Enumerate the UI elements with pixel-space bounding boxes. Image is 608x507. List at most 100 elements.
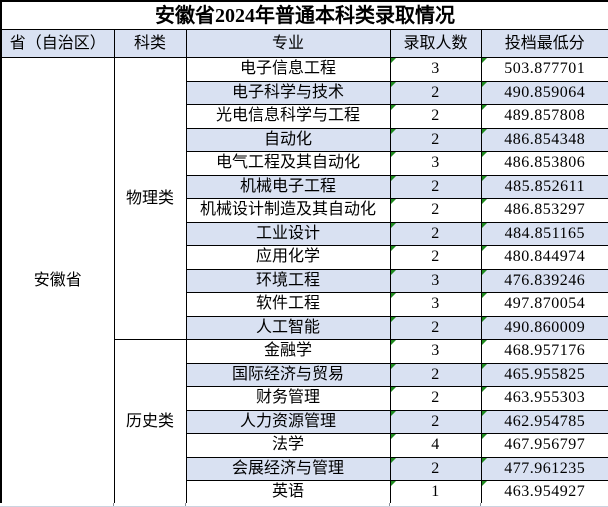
major-cell: 光电信息科学与工程 [185, 104, 391, 129]
major-cell: 人工智能 [185, 315, 391, 340]
cell-flag-triangle-icon [391, 58, 396, 63]
table-row: 会展经济与管理 2 477.961235 [1, 456, 608, 481]
count-cell: 3 [389, 292, 482, 317]
cell-flag-triangle-icon [391, 199, 396, 204]
major-cell: 电子科学与技术 [185, 80, 391, 105]
count-value: 2 [431, 83, 440, 101]
table-row: 机械电子工程 2 485.852611 [1, 174, 608, 199]
score-cell: 484.851165 [480, 221, 608, 246]
cell-flag-triangle-icon [482, 410, 487, 416]
cell-flag-triangle-icon [482, 434, 487, 439]
score-cell: 467.956797 [480, 433, 608, 458]
count-value: 2 [431, 459, 440, 477]
major-cell: 电气工程及其自动化 [185, 151, 391, 176]
count-value: 3 [431, 271, 440, 289]
category-history-cell: 历史类 [113, 339, 187, 505]
score-cell: 480.844974 [480, 245, 608, 270]
count-value: 1 [431, 483, 440, 501]
cell-flag-triangle-icon [482, 340, 487, 345]
count-value: 3 [431, 295, 440, 313]
cell-flag-triangle-icon [391, 269, 396, 275]
table-row: 人工智能 2 490.860009 [1, 315, 608, 340]
score-value: 480.844974 [504, 248, 586, 266]
header-category: 科类 [113, 29, 187, 58]
major-cell: 国际经济与贸易 [185, 362, 391, 387]
score-value: 490.860009 [504, 318, 586, 336]
count-value: 3 [431, 60, 440, 78]
major-cell: 自动化 [185, 127, 391, 152]
table-title-row: 安徽省2024年普通本科类录取情况 [0, 0, 608, 30]
count-value: 2 [431, 177, 440, 195]
count-value: 2 [431, 201, 440, 219]
cell-flag-triangle-icon [391, 175, 396, 181]
score-value: 490.859064 [504, 83, 586, 101]
count-cell: 2 [389, 80, 482, 105]
cell-flag-triangle-icon [482, 58, 487, 63]
cell-flag-triangle-icon [482, 175, 487, 181]
table-row: 自动化 2 486.854348 [1, 127, 608, 152]
score-cell: 490.860009 [480, 315, 608, 340]
major-cell: 人力资源管理 [185, 409, 391, 434]
major-cell: 法学 [185, 433, 391, 458]
header-count: 录取人数 [389, 29, 482, 58]
table-row: 国际经济与贸易 2 465.955825 [1, 362, 608, 387]
gridline-stub [389, 503, 390, 507]
major-cell: 电子信息工程 [185, 57, 391, 82]
cell-flag-triangle-icon [391, 293, 396, 298]
table-title: 安徽省2024年普通本科类录取情况 [0, 0, 608, 30]
table-row: 环境工程 3 476.839246 [1, 268, 608, 293]
gridline-stub [185, 503, 186, 507]
count-cell: 1 [389, 480, 482, 505]
score-cell: 497.870054 [480, 292, 608, 317]
score-cell: 485.852611 [480, 174, 608, 199]
score-cell: 490.859064 [480, 80, 608, 105]
score-value: 485.852611 [504, 177, 585, 195]
cell-flag-triangle-icon [391, 246, 396, 251]
major-cell: 英语 [185, 480, 391, 505]
cell-flag-triangle-icon [391, 340, 396, 345]
table-row: 软件工程 3 497.870054 [1, 292, 608, 317]
score-value: 462.954785 [504, 412, 586, 430]
score-value: 497.870054 [504, 295, 586, 313]
score-value: 486.853806 [504, 154, 586, 172]
gridline-stub [113, 503, 114, 507]
cell-flag-triangle-icon [482, 105, 487, 110]
count-cell: 2 [389, 315, 482, 340]
count-cell: 2 [389, 221, 482, 246]
category-physics-cell: 物理类 [113, 57, 187, 340]
header-score: 投档最低分 [480, 29, 608, 58]
score-cell: 476.839246 [480, 268, 608, 293]
major-cell: 机械设计制造及其自动化 [185, 198, 391, 223]
count-value: 2 [431, 130, 440, 148]
count-cell: 2 [389, 198, 482, 223]
cell-flag-triangle-icon [482, 363, 487, 369]
count-value: 2 [431, 248, 440, 266]
major-cell: 软件工程 [185, 292, 391, 317]
cell-flag-triangle-icon [391, 363, 396, 369]
table-row: 电子科学与技术 2 490.859064 [1, 80, 608, 105]
cell-flag-triangle-icon [391, 410, 396, 416]
score-cell: 477.961235 [480, 456, 608, 481]
cell-flag-triangle-icon [391, 222, 396, 228]
header-major: 专业 [185, 29, 391, 58]
count-cell: 4 [389, 433, 482, 458]
score-value: 465.955825 [504, 365, 586, 383]
cell-flag-triangle-icon [391, 434, 396, 439]
count-value: 2 [431, 107, 440, 125]
cell-flag-triangle-icon [391, 481, 396, 486]
score-value: 477.961235 [504, 459, 586, 477]
cell-flag-triangle-icon [391, 457, 396, 463]
score-cell: 503.877701 [480, 57, 608, 82]
table-row: 法学 4 467.956797 [1, 433, 608, 458]
table-header-row: 省（自治区） 科类 专业 录取人数 投档最低分 [0, 29, 608, 58]
cell-flag-triangle-icon [482, 387, 487, 392]
cell-flag-triangle-icon [482, 293, 487, 298]
province-cell: 安徽省 [0, 57, 115, 505]
major-cell: 机械电子工程 [185, 174, 391, 199]
count-value: 2 [431, 365, 440, 383]
count-cell: 3 [389, 57, 482, 82]
count-cell: 2 [389, 127, 482, 152]
table-row: 应用化学 2 480.844974 [1, 245, 608, 270]
cell-flag-triangle-icon [482, 128, 487, 134]
